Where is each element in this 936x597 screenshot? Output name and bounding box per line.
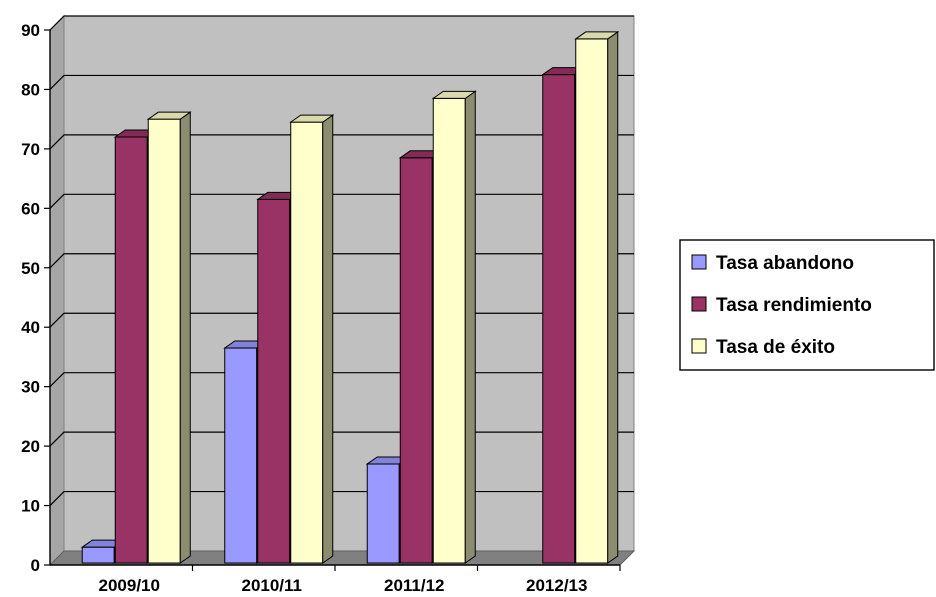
bar-front (114, 136, 148, 564)
bar-front (81, 546, 115, 564)
legend-box (679, 239, 935, 371)
side-wall (49, 14, 65, 567)
bar (289, 114, 335, 564)
y-tick-label: 90 (21, 21, 40, 40)
x-tick-label: 2010/11 (241, 576, 302, 595)
y-tick-labels: 0 10 20 30 40 50 60 70 80 90 (21, 21, 40, 575)
legend-swatch (691, 296, 707, 312)
bar-side (464, 90, 476, 564)
bar-top (146, 111, 192, 120)
gridline (49, 74, 634, 90)
y-tick-label: 0 (31, 556, 40, 575)
x-tick-label: 2009/10 (99, 576, 160, 595)
bar-side (607, 30, 619, 564)
gridline (49, 15, 634, 31)
legend-label: Tasa rendimiento (716, 295, 872, 316)
x-tick-label: 2011/12 (384, 576, 445, 595)
y-tick-label: 80 (21, 80, 40, 99)
legend-swatch (691, 338, 707, 354)
bar-front (542, 74, 576, 564)
legend-label: Tasa abandono (716, 253, 854, 274)
legend: Tasa abandono Tasa rendimiento Tasa de éxi… (679, 239, 935, 371)
bar-front (399, 157, 433, 564)
bar-front (575, 38, 609, 564)
bar (431, 90, 477, 564)
bar-front (432, 97, 466, 564)
bar-front (257, 198, 291, 564)
y-tick-label: 50 (21, 259, 40, 278)
y-tick-label: 70 (21, 140, 40, 159)
bar-top (289, 114, 335, 123)
y-tick-label: 30 (21, 378, 40, 397)
bar-front (224, 347, 258, 564)
legend-swatch (691, 254, 707, 270)
legend-label: Tasa de éxito (716, 337, 835, 358)
y-tick-label: 60 (21, 199, 40, 218)
bar-front (290, 121, 324, 564)
bar-top (574, 31, 620, 40)
bar (146, 111, 192, 564)
bar-front (366, 463, 400, 564)
x-tick-labels: 2009/10 2010/11 2011/12 2012/13 (99, 576, 588, 595)
bar-front (147, 118, 181, 564)
bars (80, 30, 620, 564)
bar (574, 30, 620, 564)
bar-side (322, 114, 334, 564)
y-tick-label: 20 (21, 437, 40, 456)
bar-top (431, 90, 477, 99)
y-tick-label: 40 (21, 318, 40, 337)
x-tick-label: 2012/13 (526, 576, 587, 595)
y-tick-label: 10 (21, 497, 40, 516)
bar-side (179, 111, 191, 564)
axes (44, 29, 621, 571)
